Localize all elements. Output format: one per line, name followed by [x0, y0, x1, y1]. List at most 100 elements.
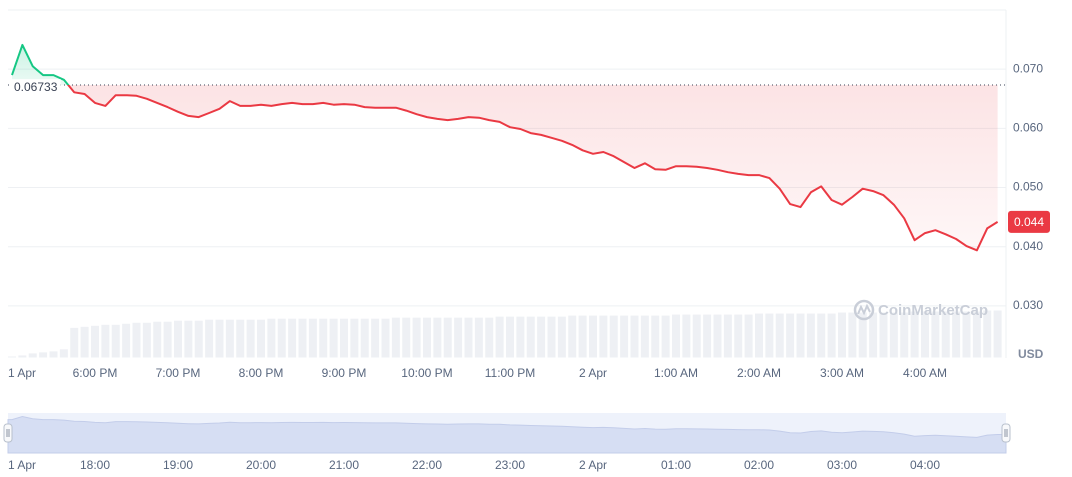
- x-tick-label: 11:00 PM: [485, 366, 535, 380]
- x-tick-label: 2:00 AM: [737, 366, 781, 380]
- volume-bar: [27, 352, 38, 359]
- volume-bar: [224, 318, 235, 359]
- x-tick-label: 7:00 PM: [156, 366, 201, 380]
- volume-bar: [89, 324, 100, 359]
- volume-bar: [79, 325, 90, 359]
- navigator-tick-label: 02:00: [744, 458, 774, 472]
- volume-bar: [318, 317, 329, 359]
- volume-bar: [868, 311, 879, 359]
- navigator-tick-label: 18:00: [80, 458, 110, 472]
- volume-bar: [961, 310, 972, 359]
- volume-bar: [411, 316, 422, 359]
- volume-bar: [421, 316, 432, 359]
- volume-bar: [743, 313, 754, 359]
- volume-bar: [204, 318, 215, 359]
- volume-bar: [753, 312, 764, 359]
- volume-bar: [940, 310, 951, 359]
- volume-bar: [919, 310, 930, 359]
- volume-bar: [660, 314, 671, 359]
- volume-bar: [183, 319, 194, 359]
- volume-layer: [6, 309, 1003, 359]
- x-tick-label: 2 Apr: [579, 366, 607, 380]
- volume-bar: [681, 313, 692, 359]
- navigator-tick-label: 22:00: [412, 458, 442, 472]
- volume-bar: [795, 312, 806, 359]
- y-tick-label: 0.060: [1013, 121, 1043, 135]
- volume-bar: [504, 315, 515, 359]
- volume-bar: [670, 313, 681, 359]
- volume-bar: [515, 315, 526, 359]
- volume-bar: [349, 317, 360, 359]
- volume-bar: [909, 310, 920, 359]
- volume-bar: [878, 311, 889, 359]
- reference-label-bg: [11, 79, 61, 96]
- volume-bar: [432, 316, 443, 359]
- volume-bar: [650, 314, 661, 359]
- volume-bar: [235, 318, 246, 359]
- volume-bar: [328, 317, 339, 359]
- navigator[interactable]: [3, 413, 1011, 454]
- volume-bar: [152, 320, 163, 359]
- reference-label: 0.06733: [14, 80, 58, 94]
- volume-bar: [764, 312, 775, 359]
- navigator-tick-label: 03:00: [827, 458, 857, 472]
- navigator-handle[interactable]: [1001, 423, 1011, 443]
- y-tick-label: 0.070: [1013, 61, 1043, 75]
- volume-bar: [245, 318, 256, 359]
- x-tick-label: 3:00 AM: [820, 366, 864, 380]
- overlay-layer: 0.030 0.040 0.050 0.060 0.070 1 Apr 6:00 PM 7:0…: [8, 61, 1050, 472]
- x-tick-label: 6:00 PM: [73, 366, 118, 380]
- volume-bar: [141, 321, 152, 359]
- volume-bar: [307, 317, 318, 359]
- volume-bar: [629, 314, 640, 359]
- navigator-tick-label: 04:00: [910, 458, 940, 472]
- navigator-handle[interactable]: [3, 423, 13, 443]
- volume-bar: [525, 315, 536, 359]
- volume-bar: [722, 313, 733, 359]
- y-tick-label: 0.050: [1013, 180, 1043, 194]
- volume-bar: [38, 351, 49, 359]
- volume-bar: [494, 315, 505, 359]
- volume-bar: [484, 316, 495, 359]
- volume-bar: [598, 314, 609, 359]
- x-tick-label: 10:00 PM: [401, 366, 452, 380]
- price-area: [11, 44, 998, 251]
- navigator-tick-label: 01:00: [661, 458, 691, 472]
- x-tick-label: 9:00 PM: [322, 366, 367, 380]
- volume-bar: [453, 316, 464, 359]
- volume-bar: [733, 313, 744, 359]
- volume-bar: [774, 312, 785, 359]
- x-tick-label: 4:00 AM: [903, 366, 947, 380]
- volume-bar: [847, 311, 858, 359]
- volume-bar: [162, 320, 173, 359]
- volume-bar: [805, 312, 816, 359]
- volume-bar: [255, 318, 266, 359]
- volume-bar: [214, 318, 225, 359]
- volume-bar: [287, 317, 298, 359]
- volume-bar: [100, 323, 111, 359]
- volume-bar: [639, 314, 650, 359]
- volume-bar: [930, 310, 941, 359]
- volume-bar: [619, 314, 630, 359]
- line-layer: [8, 43, 1006, 252]
- volume-bar: [69, 326, 80, 359]
- volume-bar: [297, 317, 308, 359]
- volume-bar: [401, 316, 412, 359]
- navigator-tick-label: 20:00: [246, 458, 276, 472]
- navigator-tick-label: 1 Apr: [8, 458, 36, 472]
- volume-bar: [691, 313, 702, 359]
- watermark: CoinMarketCap: [853, 299, 988, 321]
- x-tick-label: 1 Apr: [8, 366, 36, 380]
- volume-bar: [58, 348, 69, 359]
- last-price-badge: [1008, 210, 1050, 233]
- volume-bar: [17, 354, 28, 359]
- price-line: [11, 43, 999, 252]
- navigator-area: [7, 415, 1007, 454]
- volume-bar: [473, 316, 484, 359]
- navigator-tick-label: 19:00: [163, 458, 193, 472]
- volume-bar: [276, 317, 287, 359]
- navigator-tick-label: 21:00: [329, 458, 359, 472]
- volume-bar: [556, 315, 567, 359]
- x-tick-label: 1:00 AM: [654, 366, 698, 380]
- volume-bar: [193, 319, 204, 359]
